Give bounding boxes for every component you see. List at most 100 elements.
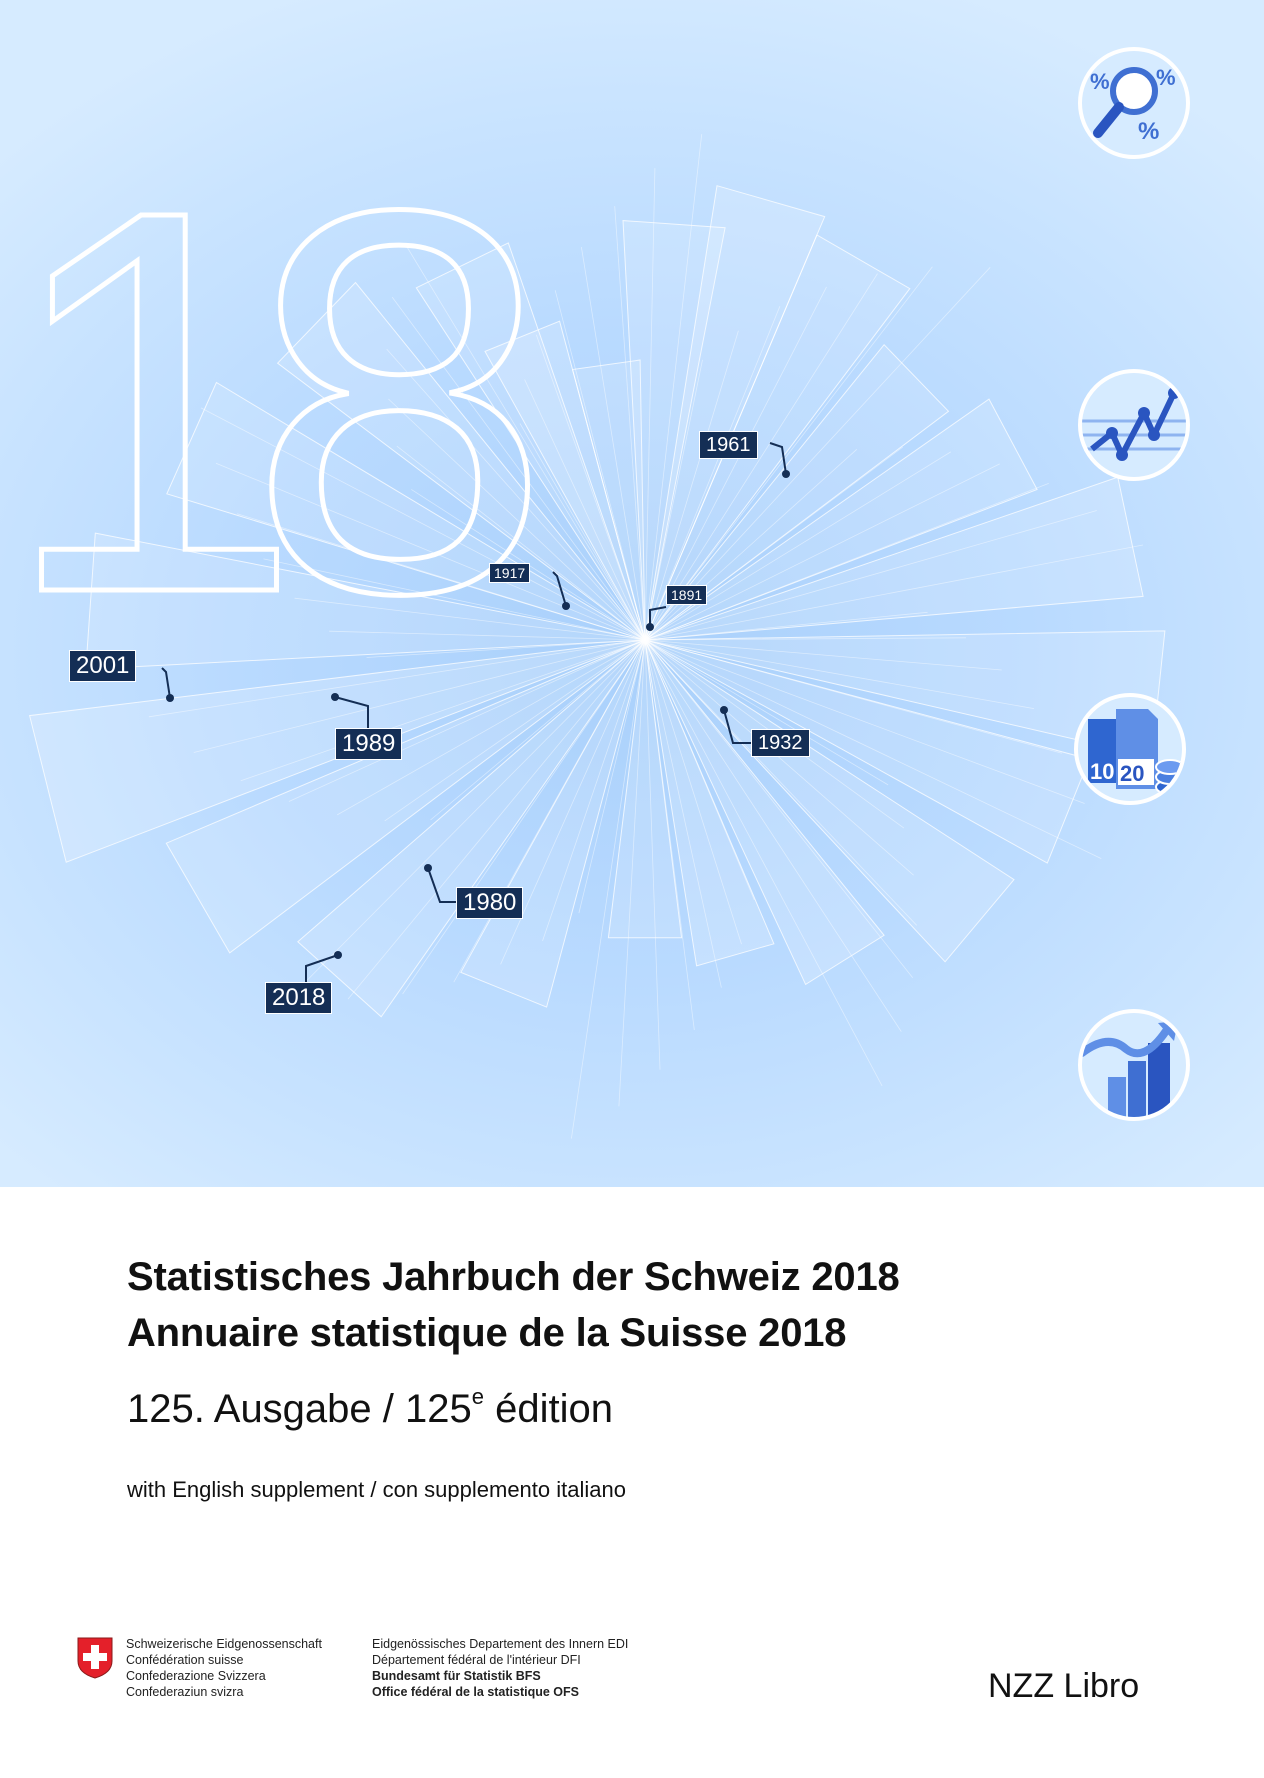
fan-hatch (236, 513, 646, 641)
fan-hatch (644, 639, 661, 1070)
year-label-1891: 1891 (666, 585, 708, 605)
title-section: Statistisches Jahrbuch der Schweiz 2018 … (0, 1187, 1264, 1778)
leader-line (161, 667, 171, 699)
fan-hatch (644, 639, 1102, 859)
fan-hatch (148, 639, 646, 718)
fan-hatch (644, 639, 889, 786)
edition-suffix: édition (484, 1387, 613, 1431)
fan-ray (415, 242, 646, 641)
magnifier-percent-icon: % % % (1078, 47, 1190, 159)
leader-dot (331, 693, 339, 701)
fan-hatch (263, 558, 646, 641)
doc-label-b: 20 (1120, 761, 1144, 786)
confederation-names: Schweizerische Eidgenossenschaft Confédé… (126, 1636, 322, 1700)
fan-hatch (644, 330, 739, 641)
supplement-line: with English supplement / con supplement… (127, 1477, 626, 1502)
fan-hatch (288, 639, 646, 802)
fan-hatch (366, 639, 646, 658)
fan-hatch (404, 243, 646, 641)
year-label-1961: 1961 (699, 431, 758, 459)
fan-hatch (200, 407, 646, 641)
confederation-it: Confederazione Svizzera (126, 1669, 266, 1683)
fan-hatch (290, 639, 646, 998)
fan-ray (644, 639, 885, 986)
fan-hatch (644, 639, 917, 926)
cover-illustration: 18 1961 1917 1891 2001 1989 1932 1980 20… (0, 0, 1264, 1187)
fan-hatch (644, 611, 928, 641)
fan-hatch (337, 639, 646, 816)
department-de: Eidgenössisches Departement des Innern E… (372, 1637, 629, 1651)
fan-hatch (644, 168, 656, 641)
fan-hatch (402, 639, 646, 995)
percent-b: % (1156, 65, 1176, 90)
fan-ray (644, 639, 1015, 963)
fan-hatch (618, 639, 646, 1107)
leader-line (305, 954, 339, 982)
fan-hatch (644, 449, 858, 641)
fan-hatch (644, 446, 904, 641)
year-label-1917: 1917 (489, 563, 531, 583)
leader-line (552, 571, 567, 607)
fan-ray (607, 639, 683, 939)
fan-hatch (644, 639, 755, 901)
edition-prefix: 125. Ausgabe / 125 (127, 1387, 472, 1431)
fan-hatch (644, 266, 933, 641)
fan-hatch (215, 462, 646, 641)
fan-hatch (644, 637, 967, 641)
fan-hatch (347, 639, 646, 1000)
percent-c: % (1138, 118, 1159, 145)
title-german: Statistisches Jahrbuch der Schweiz 2018 (127, 1255, 900, 1299)
percent-a: % (1090, 69, 1110, 94)
line-chart-icon (1078, 369, 1190, 481)
fan-ray (571, 359, 646, 641)
fan-hatch (519, 423, 646, 641)
fan-ray (644, 639, 1090, 864)
fan-hatch (578, 639, 646, 914)
title-french: Annuaire statistique de la Suisse 2018 (127, 1311, 847, 1355)
fan-ray (622, 220, 726, 641)
leader-dot (646, 623, 654, 631)
fan-hatch (388, 398, 646, 641)
fan-hatch (644, 639, 914, 979)
fan-hatch (240, 639, 646, 782)
doc-label-a: 10 (1090, 759, 1114, 784)
fan-hatch (644, 639, 1035, 709)
leader-dot (720, 706, 728, 714)
fan-hatch (524, 379, 646, 641)
fan-hatch (644, 639, 742, 945)
year-label-1980: 1980 (456, 887, 524, 919)
office-de: Bundesamt für Statistik BFS (372, 1669, 541, 1683)
radial-fan-graphic: 18 (0, 98, 1166, 1107)
leader-line (334, 696, 369, 728)
edition-sup: e (471, 1384, 484, 1409)
fan-hatch (581, 247, 646, 641)
edition-line: 125. Ausgabe / 125e édition (127, 1384, 613, 1432)
fan-hatch (644, 267, 991, 641)
fan-ray (644, 398, 1038, 641)
fan-hatch (644, 359, 703, 641)
year-label-2001: 2001 (69, 650, 137, 682)
fan-hatch (294, 597, 646, 641)
fan-ray (644, 630, 1166, 758)
fan-hatch (644, 639, 914, 876)
department-fr: Département fédéral de l'intérieur DFI (372, 1653, 581, 1667)
fan-ray (165, 639, 646, 954)
leader-dot (334, 951, 342, 959)
fan-hatch (644, 483, 1049, 641)
fan-ray (276, 281, 646, 641)
confederation-rm: Confederaziun svizra (126, 1685, 244, 1699)
leader-dot (562, 602, 570, 610)
documents-coins-icon: 10 20 (1074, 693, 1186, 805)
fan-hatch (329, 630, 646, 641)
fan-hatch (644, 639, 1002, 671)
leader-line (649, 606, 667, 627)
office-fr: Office fédéral de la statistique OFS (372, 1685, 580, 1699)
confederation-fr: Confédération suisse (126, 1653, 244, 1667)
fan-hatch (644, 639, 902, 1032)
big-number-18: 18 (0, 98, 529, 706)
leader-dot (424, 864, 432, 872)
fan-hatch (644, 639, 722, 988)
publisher-name: NZZ Libro (988, 1667, 1140, 1705)
year-label-1989: 1989 (335, 728, 403, 760)
fan-hatch (644, 639, 695, 1030)
